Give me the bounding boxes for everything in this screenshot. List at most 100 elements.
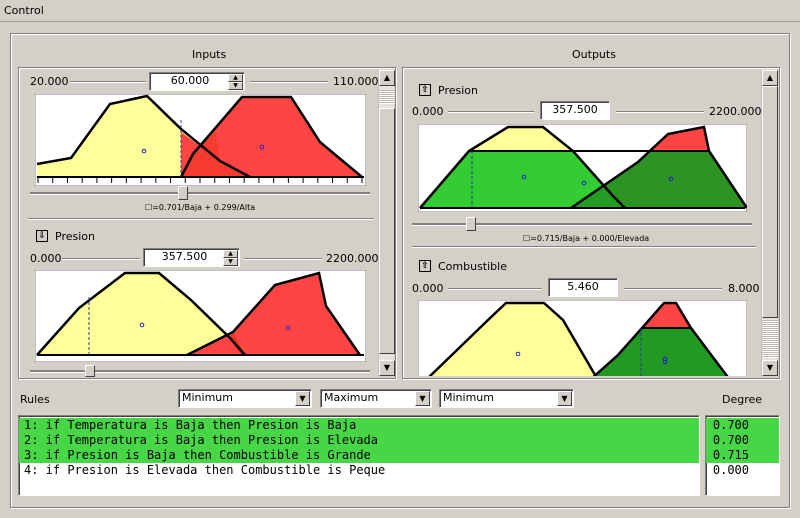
output1-min-label: 0.000 [412,105,444,118]
input1-max-label: 110.000 [333,75,379,88]
rule-row[interactable]: 4: if Presion is Elevada then Combustibl… [24,463,386,477]
output2-max-label: 8.000 [728,282,760,295]
rule-row[interactable]: 1: if Temperatura is Baja then Presion i… [19,418,699,433]
output2-centroid-total [662,359,668,365]
input1-left-rule [70,81,146,83]
output2-value: 5.460 [567,280,599,293]
or-method-select[interactable]: Maximum ▼ [320,389,432,408]
input1-spin-up-button[interactable]: ▲ [228,74,243,82]
input2-spin-buttons: ▲ ▼ [223,250,238,266]
input2-slider-thumb[interactable] [84,365,95,377]
input2-left-rule [62,258,140,260]
input1-mf-overlap-shade [181,129,250,177]
inputs-scroll-grip [379,90,395,104]
input2-centroid-baja [139,322,145,328]
input1-centroid-baja [141,148,147,154]
input1-ticks [37,177,363,183]
input2-right-rule [244,258,322,260]
output1-output-icon: ⇧ [419,84,431,96]
degree-value: 0.715 [706,448,779,463]
input2-value-spinner[interactable]: 357.500 ▲ ▼ [143,248,240,267]
output2-mf-grande-fill [430,303,596,376]
input2-centroid-elevada [285,325,291,331]
input2-mf-elevada-line [186,271,362,357]
inputs-title: Inputs [192,48,227,61]
input2-name: Presion [55,230,95,243]
rules-label: Rules [20,393,50,406]
output2-centroid-grande [515,351,521,357]
input1-mf-alta-line [179,95,363,178]
input1-min-label: 20.000 [30,75,69,88]
input2-max-label: 2200.000 [326,252,379,265]
or-method-value: Maximum [324,391,379,404]
input1-slider-thumb[interactable] [177,186,188,200]
input1-spin-down-button[interactable]: ▼ [228,82,243,90]
inputs-scroll-thumb[interactable] [379,108,395,354]
input2-membership-chart [35,270,366,362]
output1-membership-chart [418,124,747,212]
output2-min-label: 0.000 [412,282,444,295]
outputs-scroll-up-button[interactable]: ▲ [762,70,778,86]
output2-left-rule [448,288,542,290]
and-method-select[interactable]: Minimum ▼ [178,389,312,408]
inputs-scroll-down-button[interactable]: ▼ [379,360,395,376]
rule-row[interactable]: 2: if Temperatura is Baja then Presion i… [19,433,699,448]
output1-max-label: 2200.000 [709,105,762,118]
output1-centroid-baja [521,174,527,180]
output1-result-elevada-fill [571,151,747,208]
output1-slider-thumb[interactable] [466,217,477,231]
input-separator [28,218,374,220]
output1-centroid-elevada [668,176,674,182]
output2-name: Combustible [438,260,507,273]
window-title-bar: Control [0,0,800,22]
output1-membership-caption: ☐=0.715/Baja + 0.000/Elevada [523,234,650,243]
degree-label: Degree [722,393,763,406]
and-method-dropdown-icon[interactable]: ▼ [295,391,310,406]
output2-membership-chart [418,300,747,376]
output1-slider-track[interactable] [412,223,752,226]
output1-value: 357.500 [552,103,598,116]
outputs-scroll-down-button[interactable]: ▼ [762,360,778,376]
output2-output-icon: ⇧ [419,260,431,272]
inputs-scrollbar[interactable]: ▲ ▼ [378,70,395,376]
implication-method-select[interactable]: Minimum ▼ [439,389,574,408]
outputs-scroll-grip [762,320,778,358]
degree-value: 0.700 [706,418,779,433]
input1-membership-caption: ☐=0.701/Baja + 0.299/Alta [145,203,256,212]
output2-centroid-peque [662,356,668,362]
output2-mf-grande-line [428,301,598,376]
output1-mf-elevada-line [570,125,747,210]
degree-list: 0.700 0.700 0.715 0.000 [705,415,780,496]
input2-slider-track[interactable] [30,370,370,373]
output2-value-box[interactable]: 5.460 [548,278,618,297]
input1-membership-chart [35,94,366,186]
implication-method-dropdown-icon[interactable]: ▼ [557,391,572,406]
outputs-scroll-thumb[interactable] [762,86,778,318]
outputs-scrollbar[interactable]: ▲ ▼ [761,70,778,376]
input1-spin-buttons: ▲ ▼ [228,74,243,90]
input2-input-icon: ⇩ [36,230,48,242]
input1-slider-track[interactable] [30,192,370,195]
inputs-scroll-up-button[interactable]: ▲ [379,70,395,86]
input1-mf-baja-line [36,94,251,179]
input1-value: 60.000 [170,74,210,87]
input2-spin-down-button[interactable]: ▼ [223,258,238,266]
or-method-dropdown-icon[interactable]: ▼ [415,391,430,406]
outputs-title: Outputs [572,48,616,61]
input1-value-spinner[interactable]: 60.000 ▲ ▼ [149,72,245,91]
input1-right-rule [250,81,328,83]
degree-value: 0.000 [712,463,749,477]
output2-right-rule [624,288,722,290]
output1-left-rule [448,111,534,113]
input2-spin-up-button[interactable]: ▲ [223,250,238,258]
input1-centroid-alta [259,144,265,150]
implication-method-value: Minimum [443,391,494,404]
output1-centroid-total [581,180,587,186]
rules-list[interactable]: 1: if Temperatura is Baja then Presion i… [18,415,700,496]
output-separator [412,246,756,248]
input2-mf-baja-line [36,271,246,356]
input2-value: 357.500 [161,250,208,263]
rule-row[interactable]: 3: if Presion is Baja then Combustible i… [19,448,699,463]
degree-value: 0.700 [706,433,779,448]
output1-value-box[interactable]: 357.500 [540,101,610,120]
